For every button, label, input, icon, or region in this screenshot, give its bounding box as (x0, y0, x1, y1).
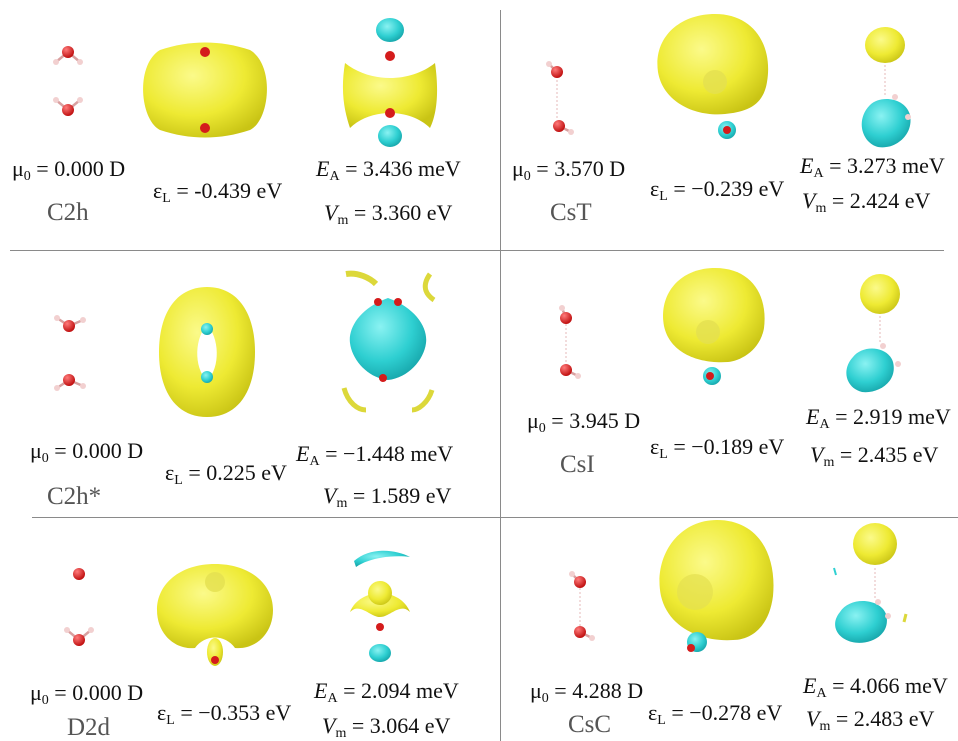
electron-affinity: EA = 4.066 meV (803, 673, 948, 701)
vertical-detachment-energy: Vm = 2.424 eV (802, 188, 931, 216)
water-dimer-structure (64, 568, 94, 646)
dipole-moment: μ0 = 3.570 D (512, 156, 626, 184)
anion-isosurface (341, 270, 436, 413)
anion-isosurface (846, 274, 901, 393)
electron-affinity: EA = 3.273 meV (800, 153, 945, 181)
water-dimer-structure (53, 46, 83, 116)
dipole-moment: μ0 = 0.000 D (12, 156, 126, 184)
lumo-energy: εL = −0.239 eV (650, 176, 785, 204)
electron-affinity: EA = −1.448 meV (296, 441, 454, 469)
lumo-isosurface (659, 520, 774, 652)
isomer-label: C2h (47, 199, 89, 226)
isomer-label: CsC (568, 711, 612, 738)
dipole-moment: μ0 = 4.288 D (530, 678, 644, 706)
lumo-isosurface (663, 268, 765, 385)
lumo-energy: εL = −0.189 eV (650, 434, 785, 462)
vertical-divider (500, 10, 501, 741)
dipole-moment: μ0 = 0.000 D (30, 438, 144, 466)
vertical-detachment-energy: Vm = 3.064 eV (322, 713, 451, 741)
anion-isosurface (350, 550, 410, 662)
isomer-label: C2h* (47, 483, 102, 510)
water-dimer-structure (54, 315, 86, 391)
lumo-energy: εL = -0.439 eV (153, 178, 283, 206)
anion-isosurface (833, 523, 908, 643)
vertical-detachment-energy: Vm = 2.483 eV (806, 706, 935, 734)
dipole-moment: μ0 = 3.945 D (527, 408, 641, 436)
lumo-energy: εL = −0.353 eV (157, 700, 292, 728)
isomer-label: D2d (67, 714, 111, 741)
horizontal-divider-upper (10, 250, 944, 251)
electron-affinity: EA = 3.436 meV (316, 156, 461, 184)
lumo-isosurface (159, 287, 255, 417)
lumo-isosurface (657, 14, 769, 139)
dipole-moment: μ0 = 0.000 D (30, 680, 144, 708)
lumo-energy: εL = 0.225 eV (165, 460, 287, 488)
horizontal-divider-lower (32, 517, 958, 518)
water-dimer-structure (559, 305, 581, 379)
water-dimer-structure (546, 61, 574, 135)
electron-affinity: EA = 2.919 meV (806, 404, 951, 432)
anion-isosurface (861, 27, 911, 148)
lumo-energy: εL = −0.278 eV (648, 700, 783, 728)
isomer-label: CsI (560, 451, 595, 478)
electron-affinity: EA = 2.094 meV (314, 678, 459, 706)
water-dimer-structure (569, 571, 595, 641)
lumo-isosurface (143, 42, 267, 138)
vertical-detachment-energy: Vm = 1.589 eV (323, 483, 452, 511)
lumo-isosurface (157, 564, 273, 666)
vertical-detachment-energy: Vm = 2.435 eV (810, 442, 939, 470)
isomer-label: CsT (550, 199, 592, 226)
vertical-detachment-energy: Vm = 3.360 eV (324, 200, 453, 228)
anion-isosurface (342, 18, 438, 147)
